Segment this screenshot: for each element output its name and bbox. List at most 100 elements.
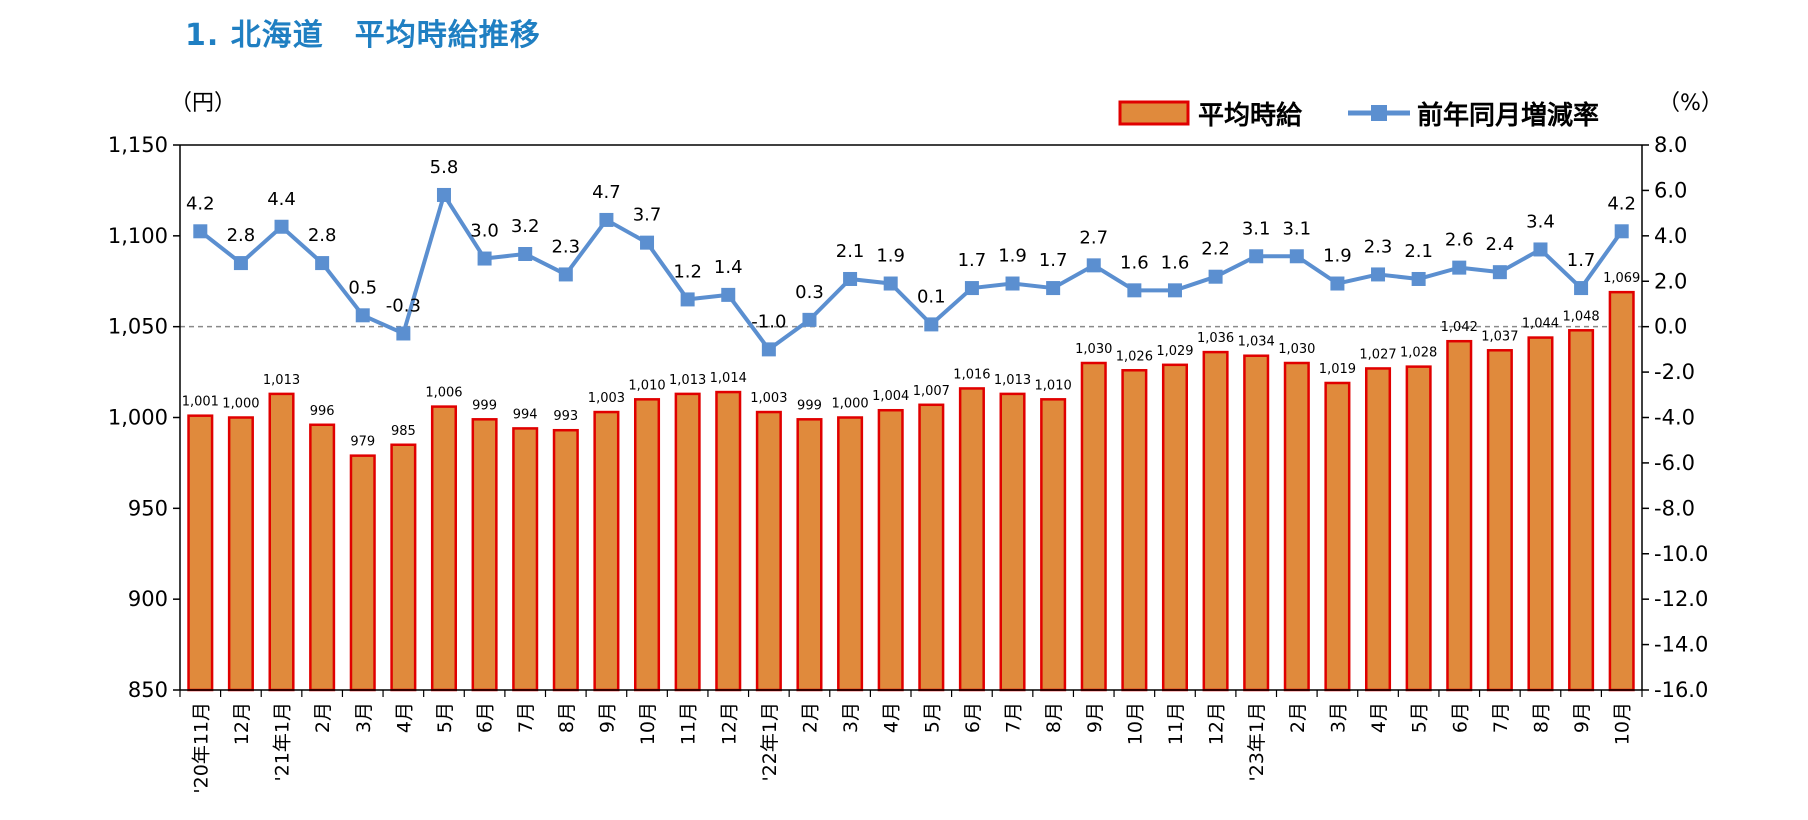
bar-data-label: 1,030 bbox=[1075, 342, 1112, 357]
bar bbox=[1040, 398, 1067, 692]
bar bbox=[1243, 354, 1270, 692]
bar-data-label: 1,044 bbox=[1522, 317, 1559, 332]
x-tick-label: 4月 bbox=[881, 702, 903, 733]
x-tick-label: 12月 bbox=[1206, 702, 1228, 745]
left-tick-label: 1,050 bbox=[108, 315, 168, 339]
x-tick-label: 8月 bbox=[1043, 702, 1065, 733]
x-tick-label: '20年11月 bbox=[190, 702, 212, 794]
bar-data-label: 1,004 bbox=[872, 389, 909, 404]
right-tick-label: 2.0 bbox=[1654, 269, 1687, 293]
bar-data-label: 985 bbox=[391, 424, 416, 439]
line-point bbox=[1086, 258, 1101, 273]
bar bbox=[1121, 369, 1148, 692]
line-data-label: 3.1 bbox=[1282, 218, 1311, 239]
legend-line-label: 前年同月増減率 bbox=[1417, 100, 1599, 131]
bar bbox=[512, 427, 539, 692]
bar bbox=[674, 392, 701, 692]
right-tick-label: -14.0 bbox=[1654, 633, 1708, 657]
x-tick-label: 4月 bbox=[1368, 702, 1390, 733]
legend-bar-swatch bbox=[1118, 100, 1190, 126]
left-tick-label: 850 bbox=[128, 678, 168, 702]
line-point bbox=[1452, 260, 1467, 275]
line-point bbox=[883, 276, 898, 291]
line-data-label: 3.7 bbox=[633, 205, 662, 226]
line-point bbox=[274, 219, 289, 234]
line-data-label: 2.7 bbox=[1079, 227, 1108, 248]
right-tick-label: 0.0 bbox=[1654, 315, 1687, 339]
line-point bbox=[1046, 281, 1061, 296]
bar bbox=[1161, 363, 1188, 692]
line-point bbox=[1249, 249, 1264, 264]
left-tick-label: 1,150 bbox=[108, 133, 168, 157]
line-data-label: 1.2 bbox=[673, 261, 702, 282]
line-point bbox=[1411, 271, 1426, 286]
right-tick-label: -12.0 bbox=[1654, 587, 1708, 611]
left-tick-label: 900 bbox=[128, 587, 168, 611]
left-axis-title: （円） bbox=[170, 91, 236, 116]
line-point bbox=[964, 281, 979, 296]
bar-data-label: 1,007 bbox=[913, 384, 950, 399]
bar-data-label: 1,034 bbox=[1238, 335, 1275, 350]
bar-data-label: 1,014 bbox=[710, 371, 747, 386]
line-point bbox=[477, 251, 492, 266]
bar-data-label: 1,048 bbox=[1562, 309, 1599, 324]
line-point bbox=[599, 212, 614, 227]
line-data-label: 1.6 bbox=[1120, 252, 1149, 273]
bar-data-label: 1,001 bbox=[182, 395, 219, 410]
x-tick-label: 3月 bbox=[353, 702, 375, 733]
x-tick-label: 5月 bbox=[434, 702, 456, 733]
bar-data-label: 1,069 bbox=[1603, 271, 1640, 286]
bar-data-label: 996 bbox=[310, 404, 335, 419]
right-tick-label: 4.0 bbox=[1654, 224, 1687, 248]
line-data-label: 0.1 bbox=[917, 286, 946, 307]
bar bbox=[1486, 349, 1513, 692]
right-tick-label: 6.0 bbox=[1654, 178, 1687, 202]
x-tick-label: 9月 bbox=[596, 702, 618, 733]
line-data-label: 1.9 bbox=[1323, 246, 1352, 267]
bar-data-label: 1,000 bbox=[222, 397, 259, 412]
bar bbox=[1527, 336, 1554, 692]
right-tick-label: -8.0 bbox=[1654, 496, 1695, 520]
line-data-label: 2.8 bbox=[227, 225, 256, 246]
line-point bbox=[315, 256, 330, 271]
right-tick-label: -2.0 bbox=[1654, 360, 1695, 384]
line-point bbox=[802, 312, 817, 327]
bar-data-label: 1,030 bbox=[1278, 342, 1315, 357]
line-data-label: 2.1 bbox=[1404, 241, 1433, 262]
bar-data-label: 1,027 bbox=[1359, 347, 1396, 362]
left-tick-label: 1,000 bbox=[108, 406, 168, 430]
bar-data-label: 1,003 bbox=[750, 391, 787, 406]
bar-data-label: 994 bbox=[513, 407, 538, 422]
x-tick-label: 5月 bbox=[1409, 702, 1431, 733]
x-tick-label: 6月 bbox=[1449, 702, 1471, 733]
bar bbox=[593, 410, 620, 692]
x-tick-label: 7月 bbox=[1490, 702, 1512, 733]
bar bbox=[958, 387, 985, 692]
bar bbox=[1324, 381, 1351, 692]
legend-bar-label: 平均時給 bbox=[1198, 100, 1303, 131]
line-data-label: 3.4 bbox=[1526, 211, 1555, 232]
bar bbox=[999, 392, 1026, 692]
bar bbox=[1202, 350, 1229, 692]
line-data-label: 1.4 bbox=[714, 257, 743, 278]
bar bbox=[918, 403, 945, 692]
x-tick-label: 8月 bbox=[556, 702, 578, 733]
line-data-label: 1.7 bbox=[1039, 250, 1068, 271]
x-tick-label: 2月 bbox=[1287, 702, 1309, 733]
bar-data-label: 1,010 bbox=[1035, 378, 1072, 393]
line-point bbox=[396, 326, 411, 341]
bar bbox=[715, 390, 742, 692]
bar bbox=[227, 416, 254, 692]
right-tick-label: -16.0 bbox=[1654, 678, 1708, 702]
right-tick-label: -10.0 bbox=[1654, 542, 1708, 566]
bar-data-label: 1,042 bbox=[1441, 320, 1478, 335]
x-tick-label: 3月 bbox=[840, 702, 862, 733]
bar bbox=[1568, 329, 1595, 692]
line-point bbox=[924, 317, 939, 332]
legend-line-marker bbox=[1371, 105, 1387, 121]
line-data-label: 1.7 bbox=[1567, 250, 1596, 271]
line-data-label: 3.1 bbox=[1242, 218, 1271, 239]
line-point bbox=[640, 235, 655, 250]
bar bbox=[877, 408, 904, 692]
x-tick-label: 9月 bbox=[1571, 702, 1593, 733]
